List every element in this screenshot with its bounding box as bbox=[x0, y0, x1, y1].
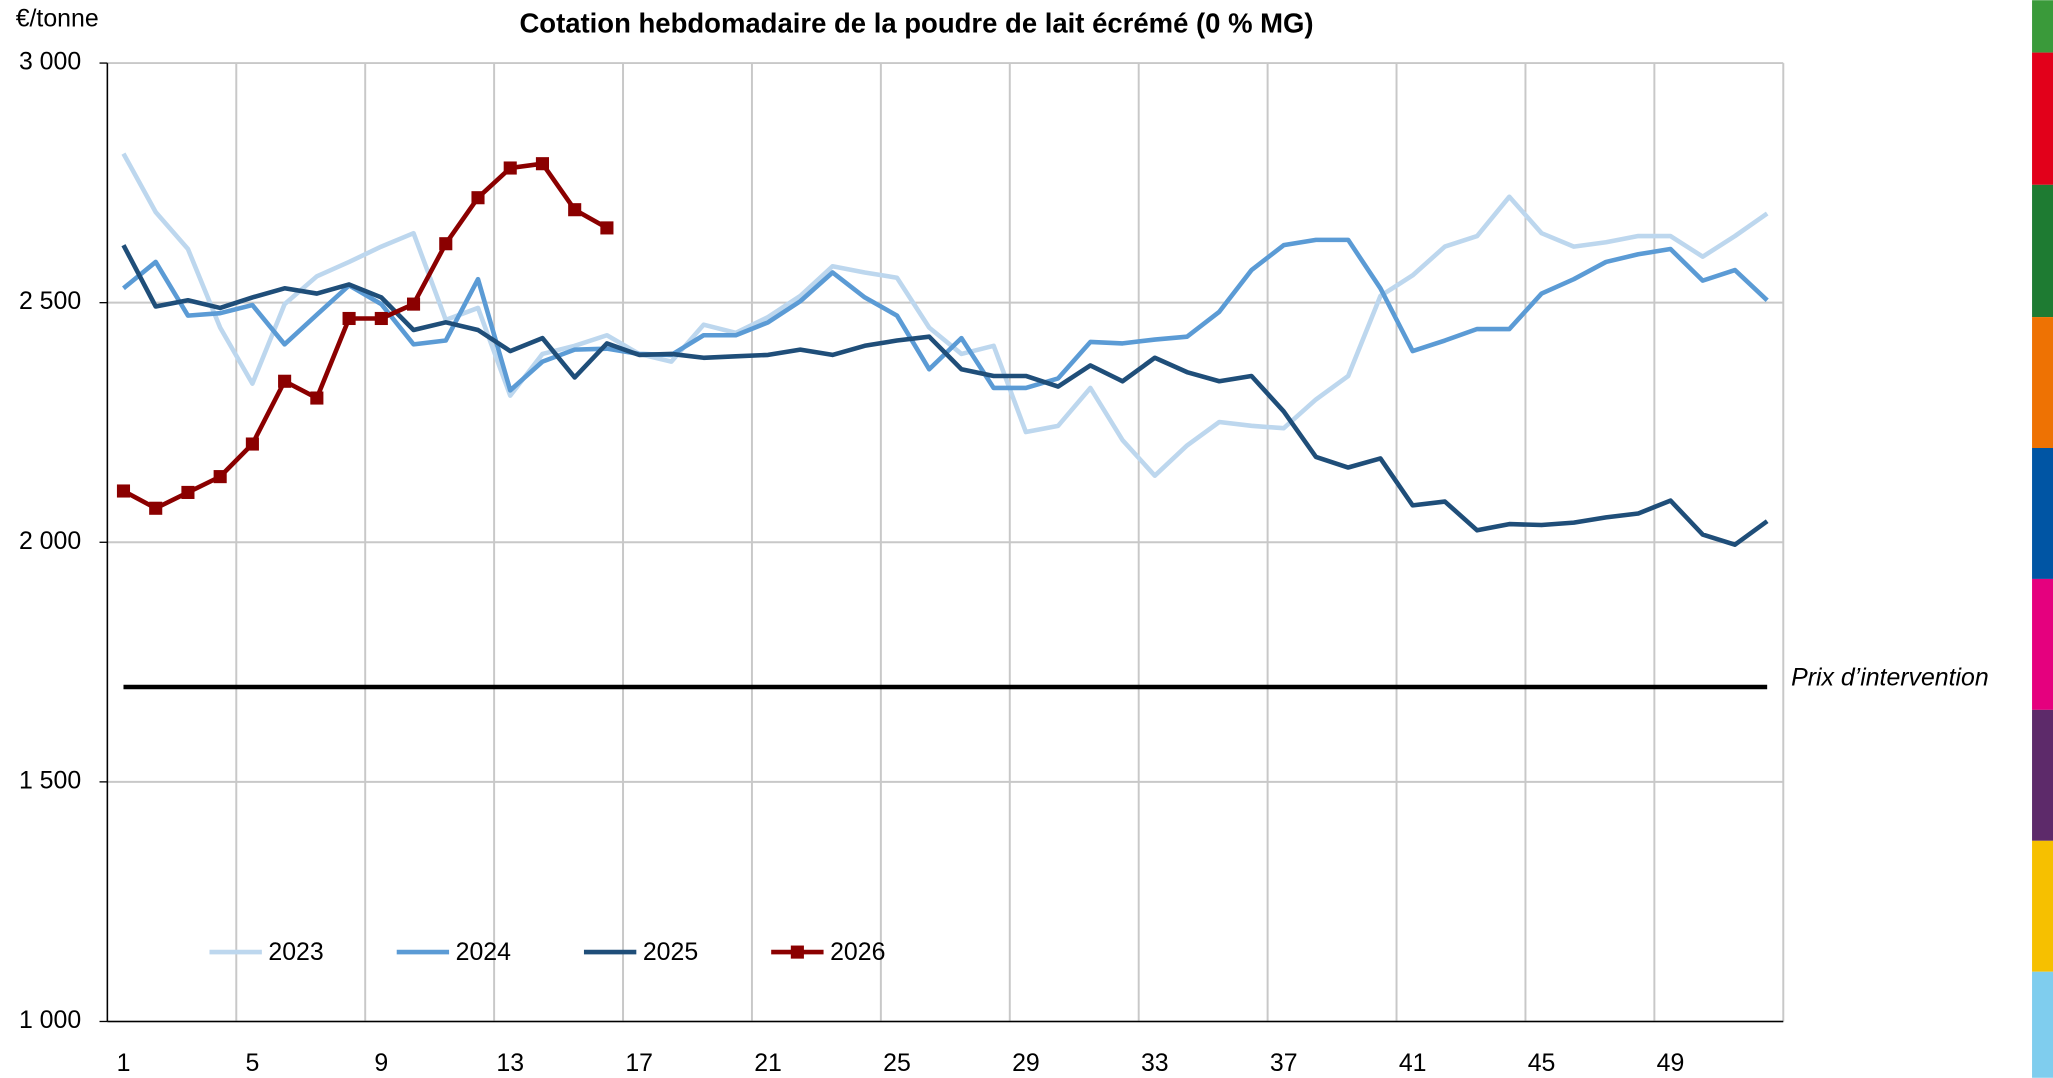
series-line bbox=[122, 161, 609, 511]
point bbox=[406, 297, 421, 311]
x-tick-label: 13 bbox=[496, 1049, 524, 1077]
x-tick-label: 41 bbox=[1399, 1049, 1427, 1077]
x-tick-label: 45 bbox=[1528, 1049, 1556, 1077]
point bbox=[310, 391, 324, 405]
legend-label: 2025 bbox=[643, 938, 698, 966]
point bbox=[439, 237, 453, 251]
x-tick-label: 33 bbox=[1141, 1049, 1169, 1077]
point bbox=[600, 221, 614, 235]
legend-label: 2024 bbox=[456, 938, 511, 966]
point bbox=[278, 374, 292, 388]
point bbox=[568, 203, 582, 217]
point bbox=[342, 311, 356, 326]
point bbox=[471, 191, 485, 205]
y-tick-label: 2 000 bbox=[19, 527, 81, 555]
point bbox=[149, 501, 163, 515]
x-tick-label: 17 bbox=[625, 1049, 653, 1077]
legend-marker bbox=[790, 945, 804, 959]
reference-label: Prix d’intervention bbox=[1791, 664, 1989, 692]
x-tick-label: 37 bbox=[1270, 1049, 1298, 1077]
legend-label: 2023 bbox=[268, 938, 323, 966]
series-line bbox=[121, 244, 1769, 547]
point bbox=[503, 161, 517, 175]
point bbox=[535, 157, 550, 171]
point bbox=[374, 311, 388, 326]
point bbox=[245, 437, 259, 451]
x-tick-label: 21 bbox=[754, 1049, 782, 1077]
point bbox=[181, 485, 195, 499]
x-tick-label: 5 bbox=[245, 1049, 259, 1077]
x-tick-label: 29 bbox=[1012, 1049, 1040, 1077]
y-tick-label: 1 000 bbox=[19, 1006, 81, 1034]
y-tick-label: 1 500 bbox=[19, 766, 81, 794]
series-line bbox=[121, 152, 1769, 478]
series-line bbox=[122, 237, 1769, 393]
legend-label: 2026 bbox=[830, 938, 885, 966]
y-tick-label: 2 500 bbox=[19, 287, 81, 315]
point bbox=[116, 484, 131, 498]
x-tick-label: 25 bbox=[883, 1049, 911, 1077]
side-stripe bbox=[2032, 0, 2053, 1078]
x-tick-label: 1 bbox=[117, 1049, 131, 1077]
point bbox=[213, 470, 227, 484]
y-tick-label: 3 000 bbox=[19, 48, 81, 76]
y-axis-label: €/tonne bbox=[16, 4, 99, 32]
x-tick-label: 9 bbox=[374, 1049, 388, 1077]
x-tick-label: 49 bbox=[1657, 1049, 1685, 1077]
chart-title: Cotation hebdomadaire de la poudre de la… bbox=[519, 7, 1313, 38]
